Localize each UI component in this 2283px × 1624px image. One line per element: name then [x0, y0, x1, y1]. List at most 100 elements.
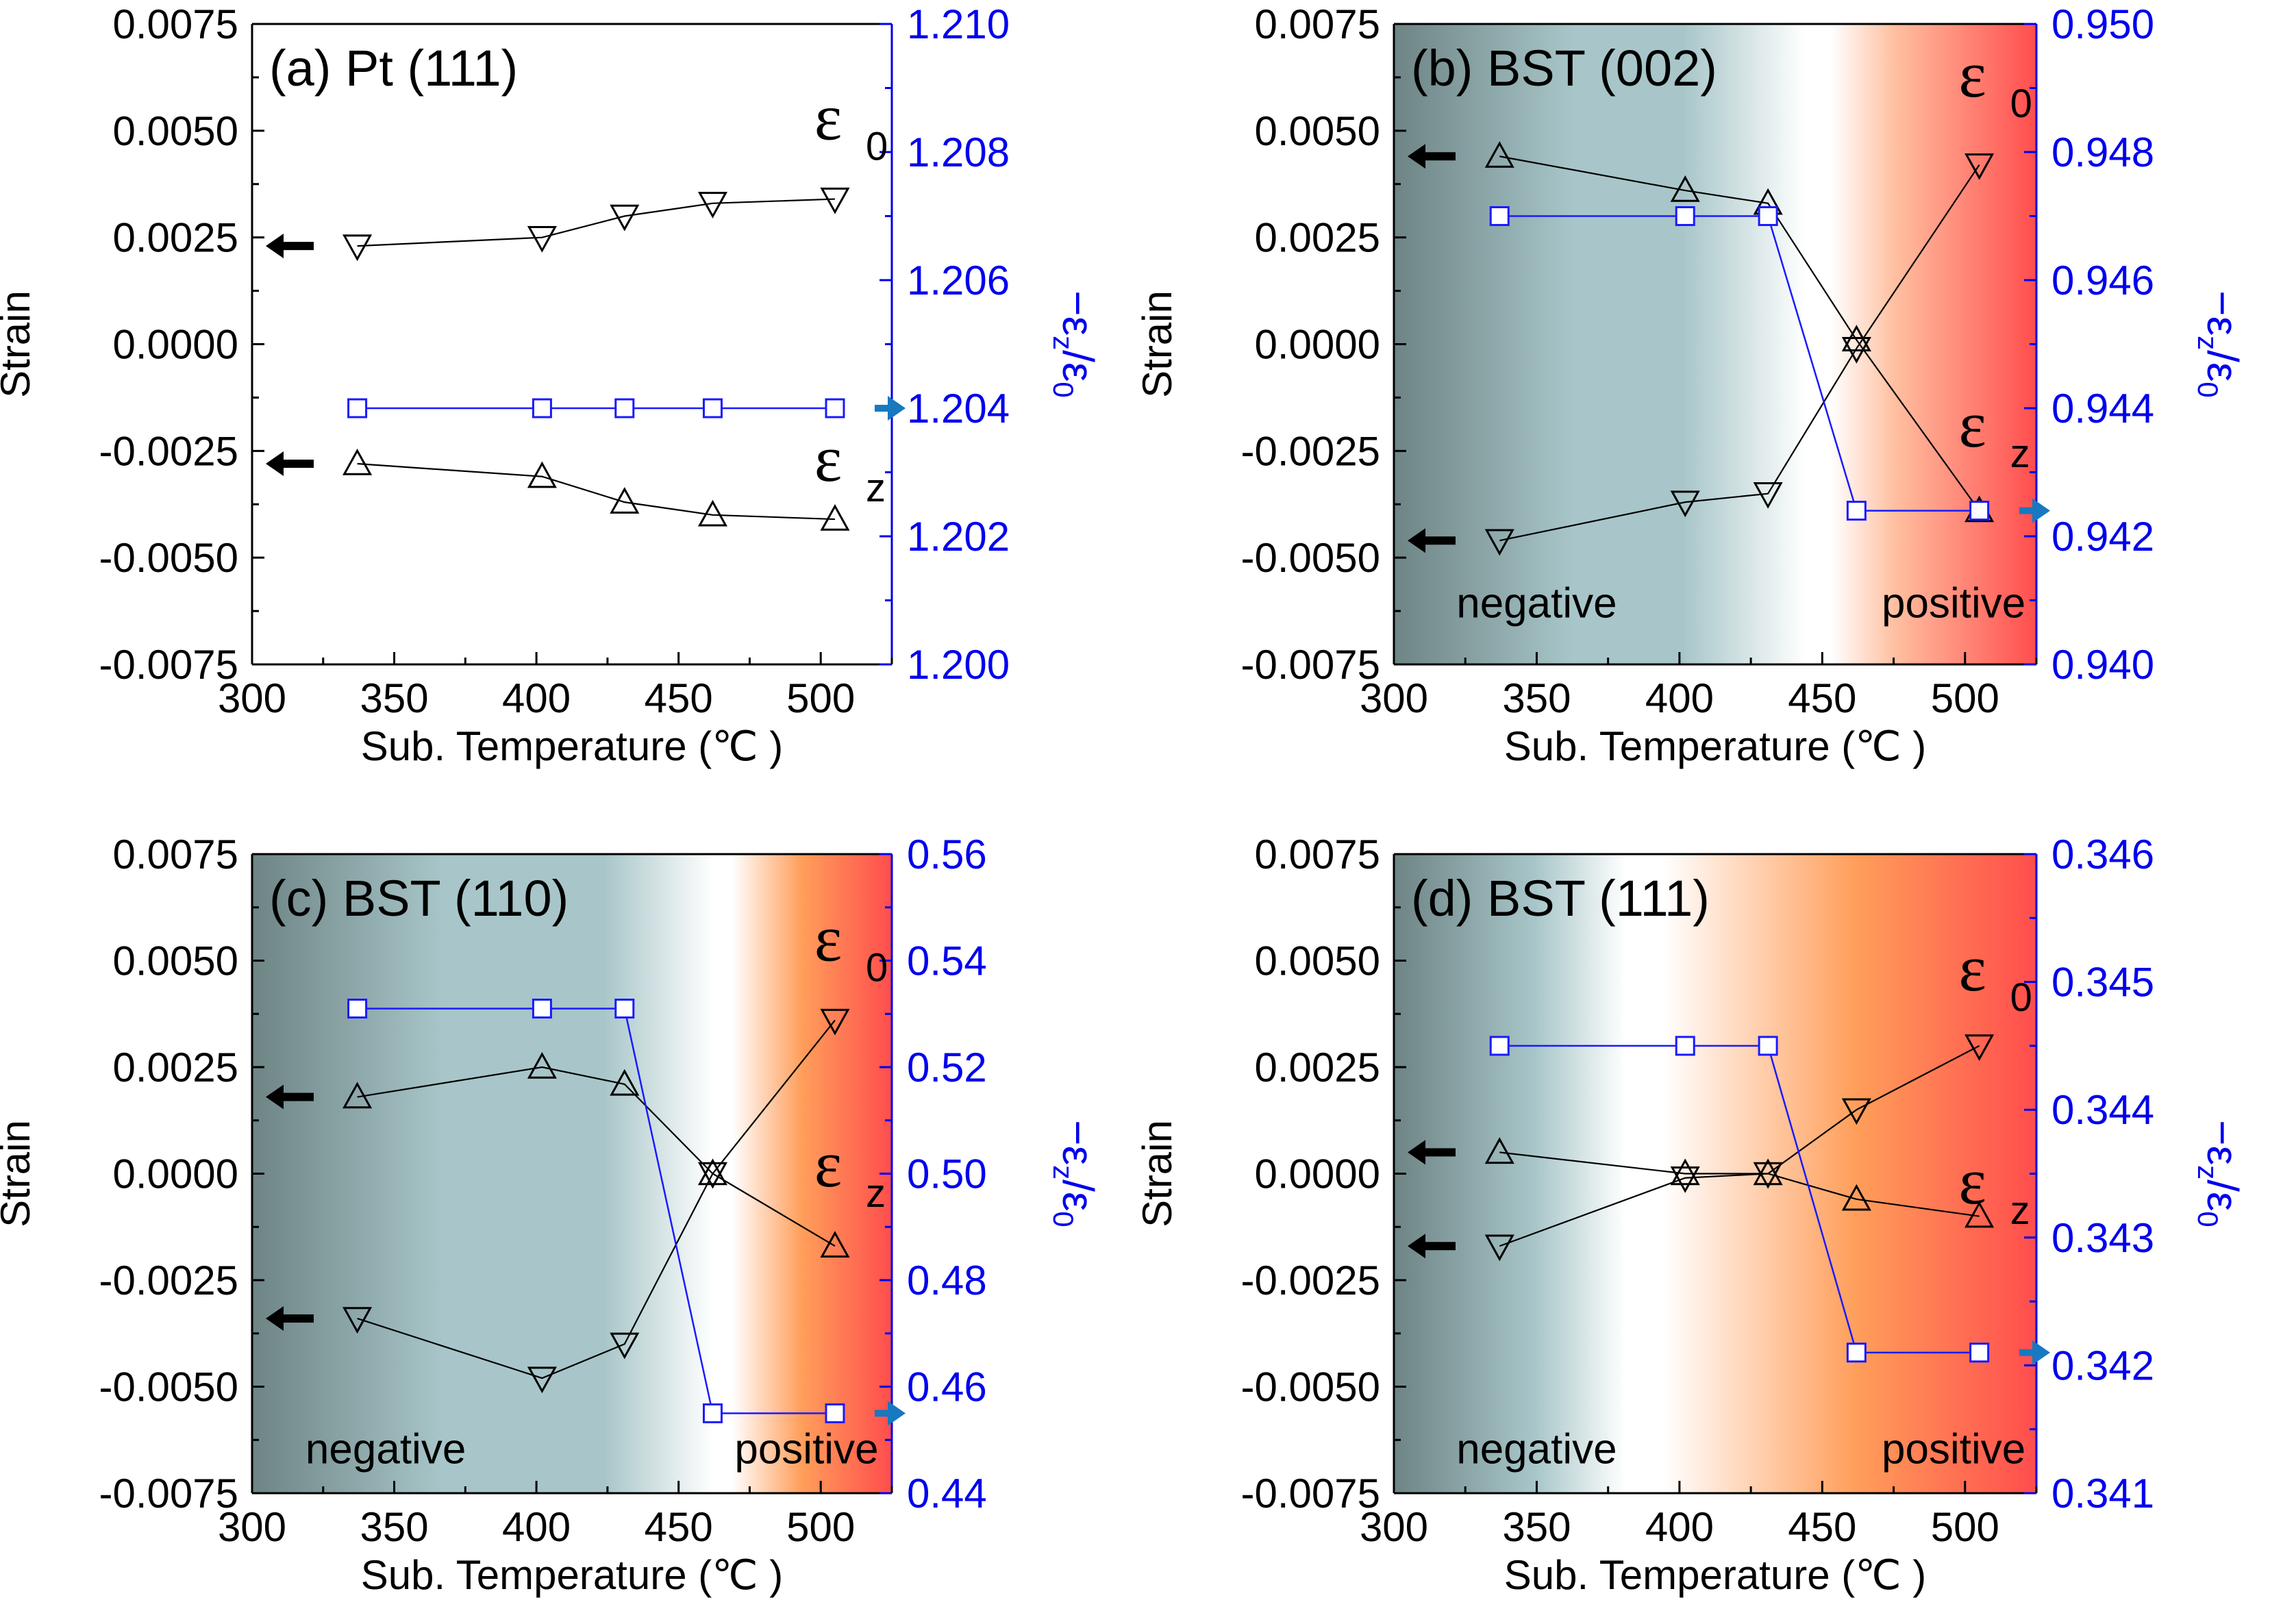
right-tick-label: 0.948 [2051, 129, 2154, 175]
data-point-triangle-down [1841, 1098, 1871, 1125]
eps0-label: ε [1958, 38, 1986, 111]
data-point-triangle-down [1484, 529, 1514, 556]
right-tick-label: 1.206 [907, 258, 1010, 303]
data-point-square [1675, 206, 1695, 226]
data-point-square [1758, 1036, 1778, 1056]
right-tick-label: 0.946 [2051, 258, 2154, 303]
left-tick-label: -0.0025 [99, 428, 239, 474]
left-tick-label: 0.0000 [112, 1151, 238, 1197]
right-tick-label: 0.52 [907, 1045, 987, 1090]
negative-label: negative [1456, 579, 1617, 627]
data-point-square [702, 398, 723, 419]
epsz-label: ε [1958, 1145, 1986, 1218]
left-tick-label: 0.0000 [112, 322, 238, 368]
left-tick-label: -0.0075 [1241, 642, 1381, 688]
right-axis-arrow [875, 1401, 906, 1426]
right-tick-label: 0.944 [2051, 386, 2154, 432]
x-tick-label: 500 [786, 675, 855, 721]
data-point-square [614, 998, 635, 1019]
eps0-subscript: 0 [2010, 975, 2032, 1020]
data-point-triangle-up [697, 499, 728, 527]
right-tick-label: 1.200 [907, 642, 1010, 688]
right-axis-arrow [2019, 1340, 2050, 1365]
x-axis-title: Sub. Temperature (℃ ) [361, 1552, 784, 1598]
x-axis-title: Sub. Temperature (℃ ) [361, 723, 784, 769]
right-tick-label: 0.345 [2051, 960, 2154, 1005]
left-tick-label: 0.0000 [1254, 1151, 1380, 1197]
data-point-triangle-down [697, 1162, 728, 1189]
x-tick-label: 500 [1931, 675, 1999, 721]
data-point-triangle-up [1753, 1158, 1783, 1186]
left-axis-arrow [1408, 1234, 1456, 1259]
data-point-triangle-up [820, 1231, 850, 1258]
eps0-subscript: 0 [866, 124, 888, 168]
epsz-subscript: z [2010, 1188, 2030, 1233]
eps0-label: ε [814, 80, 842, 153]
data-point-square [532, 998, 552, 1019]
x-tick-label: 350 [360, 1504, 429, 1550]
x-tick-label: 450 [645, 675, 713, 721]
right-tick-label: 0.48 [907, 1258, 987, 1303]
right-tick-label: 0.343 [2051, 1215, 2154, 1261]
left-tick-label: 0.0050 [1254, 938, 1380, 984]
data-point-triangle-down [697, 192, 728, 218]
right-tick-label: 0.44 [907, 1471, 987, 1516]
x-tick-label: 400 [1645, 1504, 1714, 1550]
left-axis-arrow [266, 1084, 314, 1110]
right-tick-label: 0.342 [2051, 1342, 2154, 1388]
right-tick-label: 1.204 [907, 386, 1010, 432]
data-point-triangle-down [527, 225, 557, 253]
left-axis-arrow [1408, 528, 1456, 553]
data-point-square [614, 398, 635, 419]
left-tick-label: 0.0050 [112, 108, 238, 154]
data-point-triangle-up [820, 503, 850, 531]
right-tick-label: 1.202 [907, 514, 1010, 560]
right-tick-label: 0.940 [2051, 642, 2154, 688]
epsz-label: ε [814, 1127, 842, 1201]
left-tick-label: -0.0075 [99, 642, 239, 688]
x-tick-label: 300 [1360, 1504, 1428, 1550]
left-tick-label: -0.0050 [99, 535, 239, 581]
panel-d: -0.0075 -0.0050 -0.0025 0.0000 0.0025 0.0050 0… [1134, 832, 2247, 1598]
left-tick-label: -0.0050 [99, 1364, 239, 1410]
left-tick-label: 0.0025 [112, 215, 238, 261]
left-tick-label: 0.0025 [1254, 215, 1380, 261]
data-point-triangle-up [1841, 1184, 1871, 1211]
x-tick-label: 350 [1502, 1504, 1571, 1550]
left-tick-label: -0.0025 [1241, 428, 1381, 474]
data-point-triangle-down [820, 1008, 850, 1036]
x-tick-label: 300 [218, 675, 286, 721]
right-tick-label: 0.54 [907, 938, 987, 984]
panel-b: -0.0075 -0.0050 -0.0025 0.0000 0.0025 0.0050 0… [1134, 1, 2247, 769]
x-tick-label: 400 [1645, 675, 1714, 721]
left-axis-arrow [266, 1306, 314, 1331]
positive-label: positive [1882, 579, 2025, 627]
right-tick-label: 0.346 [2051, 832, 2154, 877]
plot-background [1394, 24, 2036, 664]
data-point-square [702, 1403, 723, 1423]
data-point-triangle-up [1484, 141, 1514, 168]
left-tick-label: 0.0025 [112, 1045, 238, 1090]
left-tick-label: 0.0075 [1254, 1, 1380, 47]
data-point-square [1489, 206, 1510, 226]
epsz-subscript: z [2010, 432, 2030, 476]
epsz-subscript: z [866, 466, 886, 510]
panel-title: (c) BST (110) [269, 870, 569, 927]
data-point-square [347, 398, 368, 419]
right-axis-title: −εz/ε0 [2192, 290, 2247, 398]
data-point-triangle-down [1753, 482, 1783, 509]
left-axis-arrow [266, 451, 314, 477]
left-tick-label: 0.0075 [112, 1, 238, 47]
x-tick-label: 400 [502, 1504, 571, 1550]
right-axis-arrow [875, 396, 906, 421]
data-point-triangle-down [1670, 1166, 1700, 1193]
x-tick-label: 300 [1360, 675, 1428, 721]
right-tick-label: 0.46 [907, 1364, 987, 1410]
series-line-eps-z [1499, 1151, 1980, 1217]
right-axis-title: −εz/ε0 [1047, 1120, 1103, 1227]
data-point-triangle-up [1841, 325, 1871, 351]
left-tick-label: 0.0050 [112, 938, 238, 984]
left-axis-arrow [1408, 144, 1456, 169]
series-line-eps-0 [357, 198, 836, 247]
